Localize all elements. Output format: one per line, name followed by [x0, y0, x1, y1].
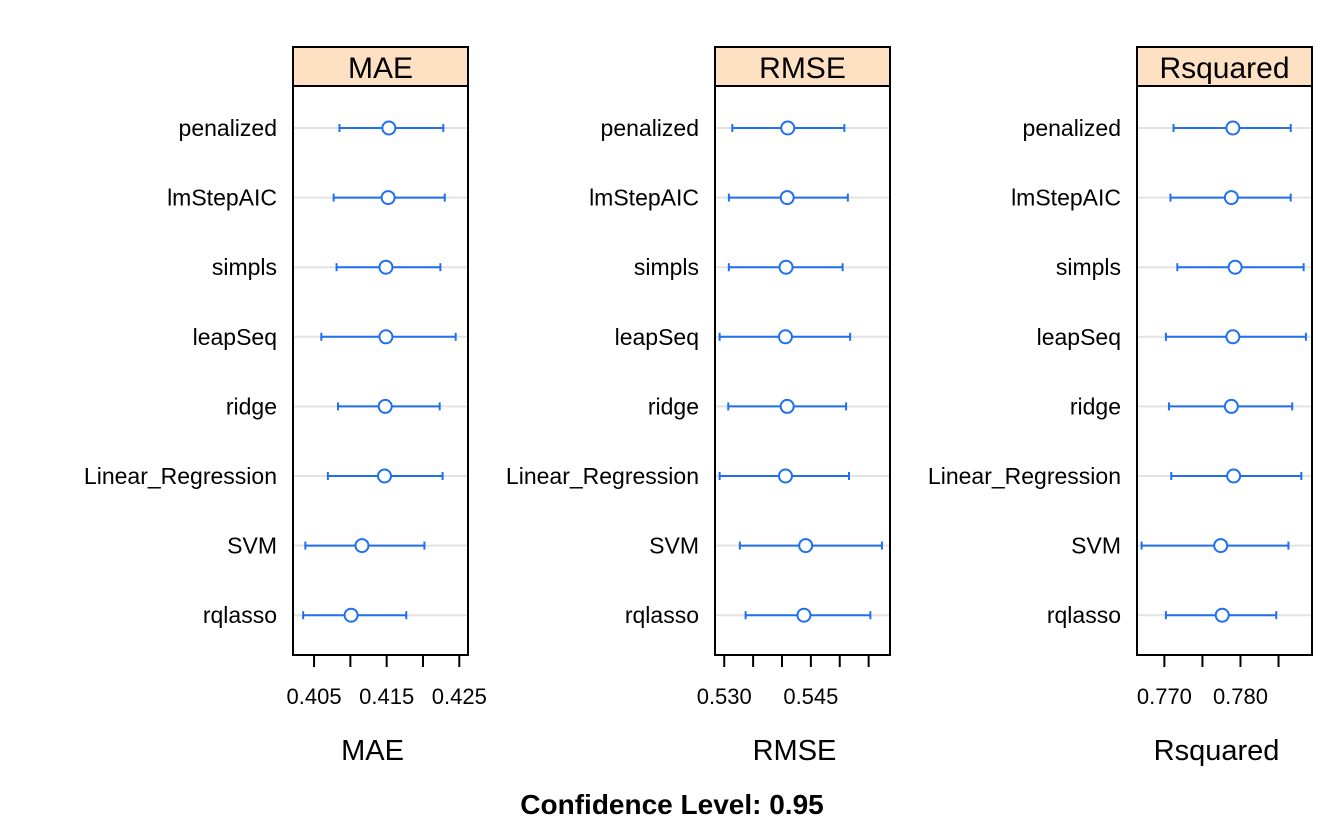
- category-label: leapSeq: [615, 324, 699, 350]
- estimate-point: [380, 190, 396, 206]
- estimate-point: [377, 398, 393, 414]
- category-label: penalized: [1023, 115, 1121, 141]
- category-label: ridge: [648, 393, 699, 419]
- panel-strip-label: MAE: [348, 52, 413, 85]
- panel-frame: [714, 85, 891, 656]
- estimate-point: [796, 607, 812, 623]
- x-tick-label: 0.545: [783, 684, 838, 709]
- category-label: leapSeq: [193, 324, 277, 350]
- x-tick-label: 0.530: [697, 684, 752, 709]
- category-label: rqlasso: [625, 602, 699, 628]
- category-label: rqlasso: [203, 602, 277, 628]
- x-tick-label: 0.415: [359, 684, 414, 709]
- x-axis-label: MAE: [341, 735, 404, 767]
- estimate-point: [777, 329, 793, 345]
- category-label: lmStepAIC: [589, 185, 699, 211]
- estimate-point: [779, 398, 795, 414]
- x-tick-label: 0.770: [1137, 684, 1192, 709]
- estimate-point: [376, 468, 392, 484]
- panel-strip: [1136, 46, 1313, 87]
- category-label: lmStepAIC: [1011, 185, 1121, 211]
- category-label: leapSeq: [1037, 324, 1121, 350]
- category-label: lmStepAIC: [167, 185, 277, 211]
- x-tick-label: 0.780: [1213, 684, 1268, 709]
- chart-title: Confidence Level: 0.95: [520, 789, 823, 820]
- estimate-point: [1213, 538, 1229, 554]
- estimate-point: [343, 607, 359, 623]
- category-label: simpls: [634, 254, 699, 280]
- category-label: Linear_Regression: [928, 463, 1121, 489]
- estimate-point: [777, 468, 793, 484]
- estimate-point: [378, 259, 394, 275]
- estimate-point: [1225, 329, 1241, 345]
- category-label: SVM: [649, 533, 699, 559]
- panel-strip: [292, 46, 469, 87]
- x-tick-label: 0.405: [287, 684, 342, 709]
- category-label: penalized: [179, 115, 277, 141]
- category-label: Linear_Regression: [84, 463, 277, 489]
- category-label: SVM: [1071, 533, 1121, 559]
- panel-frame: [292, 85, 469, 656]
- category-label: simpls: [212, 254, 277, 280]
- panel-strip-label: RMSE: [759, 52, 846, 85]
- estimate-point: [1225, 120, 1241, 136]
- estimate-point: [778, 259, 794, 275]
- estimate-point: [1226, 468, 1242, 484]
- category-label: SVM: [227, 533, 277, 559]
- estimate-point: [381, 120, 397, 136]
- category-label: ridge: [1070, 393, 1121, 419]
- estimate-point: [798, 538, 814, 554]
- estimate-point: [1223, 190, 1239, 206]
- panel-strip-label: Rsquared: [1159, 52, 1289, 85]
- estimate-point: [378, 329, 394, 345]
- estimate-point: [1214, 607, 1230, 623]
- estimate-point: [1223, 398, 1239, 414]
- x-axis-label: RMSE: [753, 735, 837, 767]
- category-label: Linear_Regression: [506, 463, 699, 489]
- x-axis-label: Rsquared: [1154, 735, 1280, 767]
- estimate-point: [779, 190, 795, 206]
- panel-frame: [1136, 85, 1313, 656]
- category-label: penalized: [601, 115, 699, 141]
- estimate-point: [1227, 259, 1243, 275]
- x-tick-label: 0.425: [432, 684, 487, 709]
- category-label: ridge: [226, 393, 277, 419]
- category-label: simpls: [1056, 254, 1121, 280]
- category-label: rqlasso: [1047, 602, 1121, 628]
- estimate-point: [780, 120, 796, 136]
- estimate-point: [354, 538, 370, 554]
